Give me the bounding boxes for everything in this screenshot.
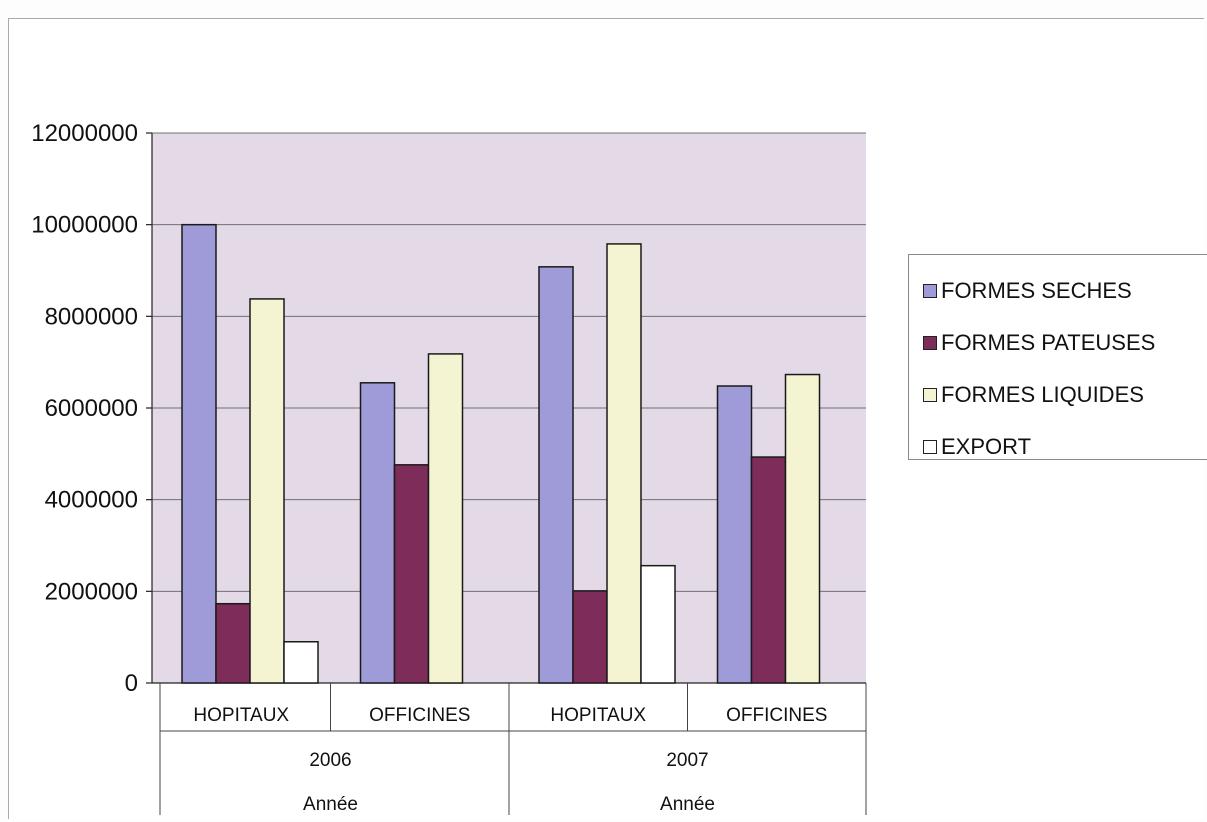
bar <box>249 298 285 684</box>
y-tick-label: 12000000 <box>31 120 138 147</box>
bar <box>784 373 821 684</box>
x-tick-label: OFFICINES <box>369 705 470 726</box>
y-tick-label: 2000000 <box>45 578 138 605</box>
group-label: 2006 <box>309 750 351 771</box>
legend-label: FORMES SECHES <box>941 278 1132 303</box>
bar <box>283 641 319 684</box>
y-tick-label: 0 <box>125 670 138 697</box>
axis-labels: 0 2000000 4000000 6000000 8000000 10000000 120… <box>31 120 827 815</box>
bar <box>181 223 217 684</box>
legend-swatch <box>923 336 937 350</box>
bar <box>640 564 676 684</box>
legend-swatch <box>923 284 937 298</box>
group-label: 2007 <box>666 750 708 771</box>
y-tick-label: 6000000 <box>45 395 138 422</box>
x-tick-label: HOPITAUX <box>193 705 289 726</box>
x-tick-label: HOPITAUX <box>550 705 646 726</box>
legend-swatch <box>923 440 937 454</box>
bar <box>427 353 464 684</box>
x-axis-title: Année <box>660 794 715 815</box>
legend-label: FORMES PATEUSES <box>941 330 1156 355</box>
legend: FORMES SECHES FORMES PATEUSES FORMES LIQUI… <box>908 254 1207 460</box>
bar <box>393 464 430 684</box>
y-tick-label: 8000000 <box>45 303 138 330</box>
x-axis-title: Année <box>303 794 358 815</box>
bar <box>359 382 396 684</box>
bar <box>606 243 642 684</box>
legend-swatch <box>923 388 937 402</box>
x-tick-label: OFFICINES <box>726 705 827 726</box>
y-tick-label: 4000000 <box>45 487 138 514</box>
legend-item: FORMES PATEUSES <box>909 317 1207 369</box>
bar <box>750 456 787 684</box>
legend-item: EXPORT <box>909 421 1207 473</box>
bar <box>538 266 574 684</box>
legend-label: FORMES LIQUIDES <box>941 382 1144 407</box>
legend-item: FORMES LIQUIDES <box>909 369 1207 421</box>
bar <box>572 590 608 684</box>
bar <box>716 385 753 684</box>
bar <box>215 602 251 684</box>
bars <box>181 223 821 684</box>
y-tick-label: 10000000 <box>31 212 138 239</box>
legend-label: EXPORT <box>941 434 1032 459</box>
legend-item: FORMES SECHES <box>909 265 1207 317</box>
